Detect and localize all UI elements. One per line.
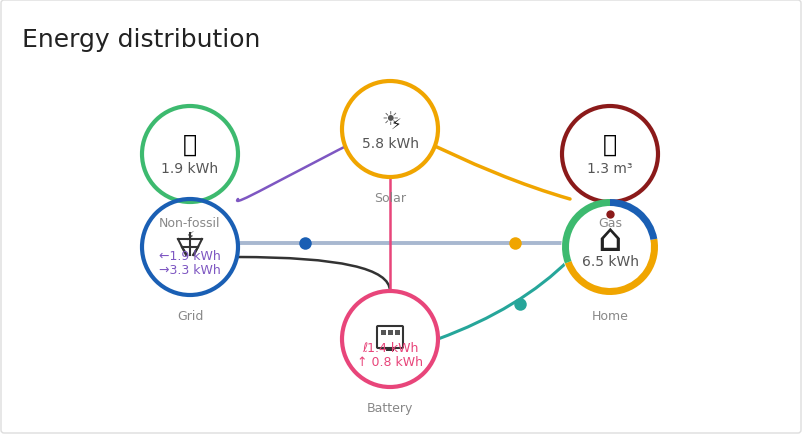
Text: ←1.9 kWh: ←1.9 kWh <box>159 249 221 262</box>
Bar <box>388 330 393 335</box>
FancyBboxPatch shape <box>377 326 403 348</box>
Bar <box>395 330 400 335</box>
Text: 5.8 kWh: 5.8 kWh <box>362 137 419 151</box>
Text: ⚡: ⚡ <box>185 229 194 242</box>
Text: ⚡: ⚡ <box>391 116 401 131</box>
Text: Grid: Grid <box>176 309 203 322</box>
Text: 1.3 m³: 1.3 m³ <box>587 161 633 176</box>
Bar <box>381 330 386 335</box>
Text: Gas: Gas <box>598 217 622 230</box>
Bar <box>386 347 394 351</box>
Text: Energy distribution: Energy distribution <box>22 28 261 52</box>
Text: ℓ1.4 kWh: ℓ1.4 kWh <box>362 341 418 354</box>
Circle shape <box>562 200 658 295</box>
Text: 6.5 kWh: 6.5 kWh <box>581 254 638 268</box>
Wedge shape <box>610 200 658 240</box>
Wedge shape <box>562 200 610 264</box>
Circle shape <box>142 107 238 203</box>
Circle shape <box>342 291 438 387</box>
Text: ↑ 0.8 kWh: ↑ 0.8 kWh <box>357 355 423 368</box>
Text: 🌿: 🌿 <box>183 133 197 157</box>
Wedge shape <box>565 239 658 295</box>
Circle shape <box>562 107 658 203</box>
Text: →3.3 kWh: →3.3 kWh <box>159 263 221 276</box>
Text: Home: Home <box>592 309 629 322</box>
Text: Non-fossil: Non-fossil <box>160 217 221 230</box>
Text: 1.9 kWh: 1.9 kWh <box>161 161 219 176</box>
Text: ⌂: ⌂ <box>597 220 622 258</box>
Circle shape <box>342 82 438 178</box>
Circle shape <box>142 200 238 295</box>
Text: ☀: ☀ <box>381 110 399 129</box>
Text: Battery: Battery <box>367 401 413 414</box>
Text: Solar: Solar <box>374 191 406 204</box>
Text: 🔥: 🔥 <box>603 133 617 157</box>
